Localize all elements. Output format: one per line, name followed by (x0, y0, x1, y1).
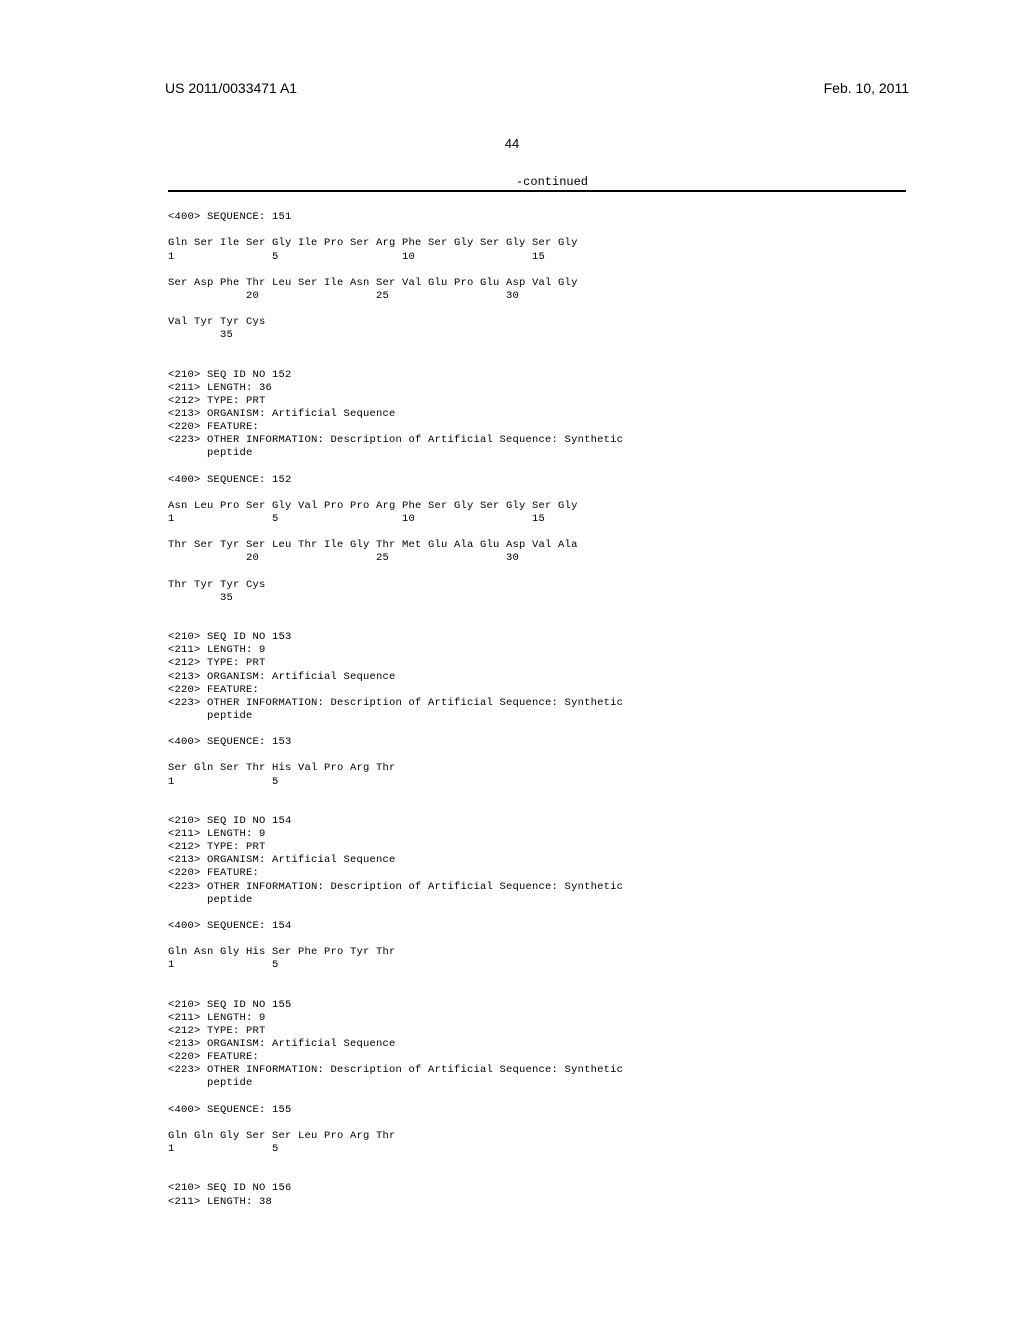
patent-date: Feb. 10, 2011 (824, 80, 909, 96)
page-number: 44 (0, 136, 1024, 151)
continued-label: -continued (80, 175, 1024, 189)
sequence-listing: <400> SEQUENCE: 151 Gln Ser Ile Ser Gly … (0, 192, 1024, 1209)
patent-number: US 2011/0033471 A1 (165, 80, 297, 96)
page-header: US 2011/0033471 A1 Feb. 10, 2011 (0, 0, 1024, 96)
